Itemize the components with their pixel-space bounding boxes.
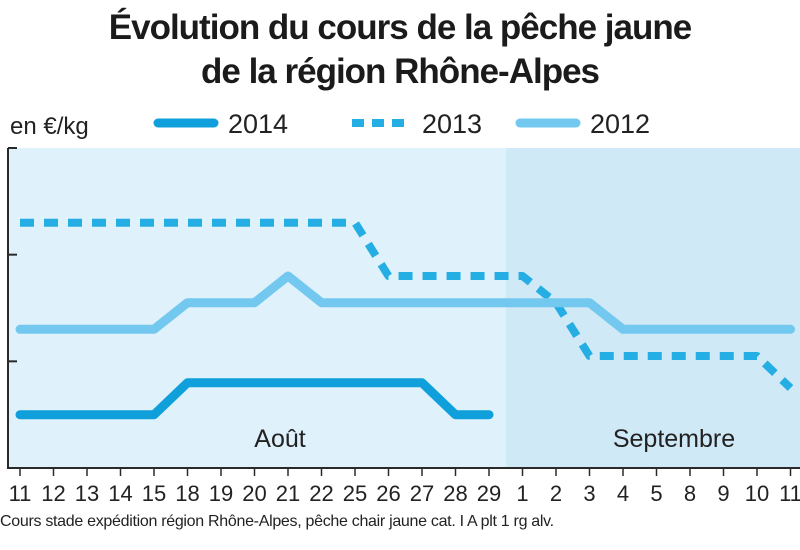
x-tick-label: 9 bbox=[717, 481, 729, 506]
y-axis-label: en €/kg bbox=[10, 113, 89, 140]
x-tick-label: 12 bbox=[41, 481, 65, 506]
legend: 2014 2013 2012 bbox=[153, 109, 650, 139]
x-tick-label: 11 bbox=[779, 481, 800, 506]
chart-title-line-1: Évolution du cours de la pêche jaune bbox=[108, 8, 692, 47]
footnote: Cours stade expédition région Rhône-Alpe… bbox=[0, 513, 554, 530]
series-line-2014 bbox=[15, 378, 494, 420]
x-tick-label: 28 bbox=[443, 481, 467, 506]
x-tick-label: 18 bbox=[175, 481, 199, 506]
month-label-septembre: Septembre bbox=[613, 425, 735, 453]
x-tick-label: 22 bbox=[309, 481, 333, 506]
month-label-aout: Août bbox=[254, 425, 305, 453]
x-tick-label: 11 bbox=[9, 481, 32, 506]
x-tick-label: 2 bbox=[550, 481, 562, 506]
series-line-2013 bbox=[20, 218, 794, 391]
legend-label-2012: 2012 bbox=[590, 109, 650, 139]
x-tick-label: 10 bbox=[745, 481, 769, 506]
month-background-aout bbox=[8, 148, 506, 468]
legend-label-2013: 2013 bbox=[422, 109, 482, 139]
x-tick-label: 14 bbox=[108, 481, 132, 506]
x-tick-label: 15 bbox=[142, 481, 166, 506]
axes bbox=[7, 147, 800, 476]
x-tick-label: 19 bbox=[209, 481, 233, 506]
series-line-2012 bbox=[15, 271, 795, 334]
x-tick-label: 5 bbox=[650, 481, 662, 506]
x-tick-label: 21 bbox=[276, 481, 300, 506]
x-tick-label: 1 bbox=[516, 481, 528, 506]
x-tick-label: 8 bbox=[684, 481, 696, 506]
x-tick-label: 4 bbox=[617, 481, 629, 506]
x-tick-label: 3 bbox=[583, 481, 595, 506]
series-lines bbox=[15, 218, 795, 420]
legend-label-2014: 2014 bbox=[228, 109, 288, 139]
x-tick-label: 20 bbox=[242, 481, 266, 506]
x-tick-label: 13 bbox=[75, 481, 99, 506]
x-tick-label: 27 bbox=[410, 481, 434, 506]
x-tick-label: 29 bbox=[477, 481, 501, 506]
month-backgrounds bbox=[8, 148, 800, 468]
x-tick-label: 25 bbox=[343, 481, 367, 506]
chart-title: Évolution du cours de la pêche jaune de … bbox=[0, 6, 800, 94]
month-background-septembre bbox=[505, 148, 800, 468]
x-tick-label: 26 bbox=[376, 481, 400, 506]
chart-title-line-2: de la région Rhône-Alpes bbox=[201, 52, 600, 91]
